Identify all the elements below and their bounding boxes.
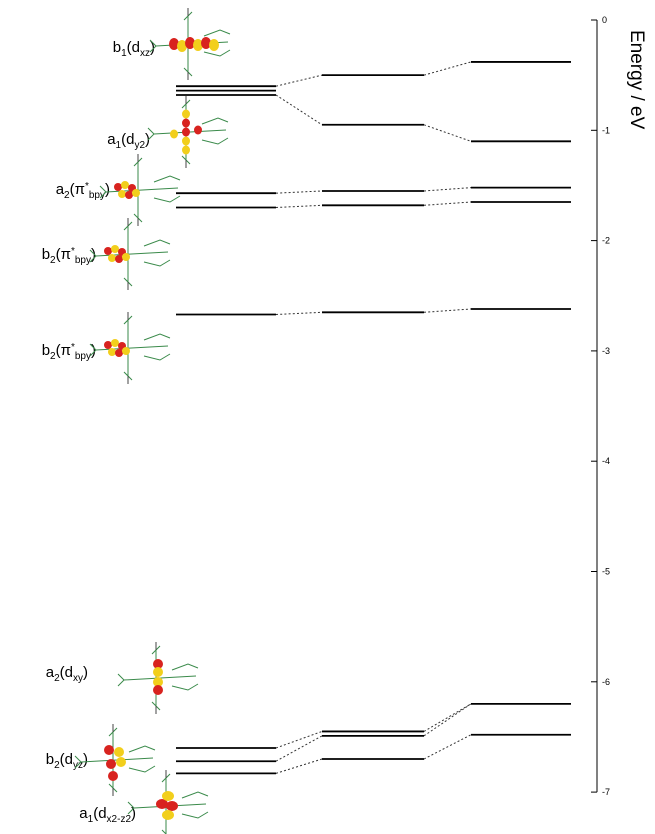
orbital-label-part: ) bbox=[91, 342, 96, 359]
orbital-label-part: a bbox=[79, 805, 88, 822]
orbital-label: b1(dxz) bbox=[113, 39, 155, 59]
orbital-picture bbox=[147, 96, 229, 168]
correlation-line bbox=[423, 308, 472, 313]
correlation-line bbox=[423, 201, 472, 206]
correlation-line bbox=[423, 703, 472, 737]
correlation-line bbox=[275, 190, 323, 194]
orbital-label-part: ( bbox=[60, 664, 65, 681]
orbital-label-part: d bbox=[126, 131, 134, 148]
orbital-label-part: π bbox=[75, 181, 85, 198]
orbital-label-part: d bbox=[65, 751, 73, 768]
tick-label: -3 bbox=[602, 346, 610, 356]
axis-title: Energy / eV bbox=[626, 30, 647, 130]
orbital-label-part: ) bbox=[150, 39, 155, 56]
orbital-label-part: y2 bbox=[134, 140, 145, 151]
orbital-label-part: bpy bbox=[75, 351, 91, 362]
orbital-label-part: ) bbox=[83, 664, 88, 681]
orbital-pictures bbox=[74, 8, 231, 834]
orbital-label-part: b bbox=[46, 751, 54, 768]
tick-label: 0 bbox=[602, 15, 607, 25]
correlation-line bbox=[275, 74, 323, 87]
orbital-label-part: b bbox=[42, 342, 50, 359]
orbital-label: a1(dy2) bbox=[107, 131, 150, 151]
orbital-label-part: 1 bbox=[88, 814, 94, 825]
energy-axis: 0 -1 -2 -3 -4 -5 -6 -7 bbox=[591, 15, 610, 797]
orbital-label: b2(π*bpy) bbox=[42, 246, 96, 266]
energy-levels bbox=[176, 61, 571, 775]
orbital-label-part: * bbox=[71, 246, 75, 257]
orbital-label-part: ) bbox=[131, 805, 136, 822]
orbital-label-part: bpy bbox=[75, 255, 91, 266]
orbital-label-part: 1 bbox=[121, 48, 127, 59]
orbital-picture bbox=[117, 642, 199, 714]
orbital-picture bbox=[99, 154, 181, 226]
orbital-label-part: * bbox=[85, 181, 89, 192]
orbital-label-part: ) bbox=[105, 181, 110, 198]
orbital-label-part: π bbox=[61, 342, 71, 359]
correlation-line bbox=[275, 94, 323, 126]
correlation-line bbox=[423, 734, 472, 760]
orbital-label-part: d bbox=[132, 39, 140, 56]
orbital-label-part: 2 bbox=[50, 351, 56, 362]
orbital-label-part: 2 bbox=[50, 255, 56, 266]
correlation-line bbox=[275, 311, 323, 316]
orbital-label-part: ( bbox=[70, 181, 75, 198]
correlation-line bbox=[275, 730, 323, 749]
orbital-label-part: π bbox=[61, 246, 71, 263]
orbital-label-part: ) bbox=[83, 751, 88, 768]
orbital-label-part: b bbox=[42, 246, 50, 263]
orbital-label: b2(π*bpy) bbox=[42, 342, 96, 362]
orbital-label: a1(dx2-z2) bbox=[79, 805, 136, 825]
orbital-label-part: a bbox=[56, 181, 65, 198]
tick-label: -6 bbox=[602, 677, 610, 687]
orbital-label-part: x2-z2 bbox=[107, 814, 132, 825]
orbital-label-part: ( bbox=[121, 131, 126, 148]
tick-label: -5 bbox=[602, 567, 610, 577]
orbital-label-part: ) bbox=[91, 246, 96, 263]
orbital-label-part: 1 bbox=[116, 140, 122, 151]
orbital-label-part: ( bbox=[127, 39, 132, 56]
orbital-label-part: b bbox=[113, 39, 121, 56]
orbital-label-part: * bbox=[71, 342, 75, 353]
tick-label: -4 bbox=[602, 456, 610, 466]
orbital-label-part: a bbox=[46, 664, 55, 681]
orbital-label-part: xz bbox=[140, 48, 150, 59]
orbital-picture bbox=[149, 8, 231, 80]
orbital-picture bbox=[89, 218, 171, 290]
correlation-line bbox=[423, 124, 472, 142]
orbital-labels: b1(dxz)a1(dy2)a2(π*bpy)b2(π*bpy)b2(π*bpy… bbox=[42, 39, 155, 825]
orbital-label-part: ( bbox=[56, 246, 61, 263]
tick-label: -2 bbox=[602, 236, 610, 246]
correlation-line bbox=[423, 703, 472, 732]
orbital-label-part: 2 bbox=[54, 673, 60, 684]
correlation-line bbox=[275, 758, 323, 774]
orbital-picture bbox=[74, 724, 156, 796]
orbital-label-part: ( bbox=[93, 805, 98, 822]
orbital-label-part: 2 bbox=[64, 190, 70, 201]
orbital-label-part: d bbox=[98, 805, 106, 822]
orbital-picture bbox=[127, 770, 209, 834]
orbital-label-part: bpy bbox=[89, 190, 105, 201]
correlation-lines bbox=[275, 61, 472, 774]
orbital-label-part: ( bbox=[56, 342, 61, 359]
tick-label: -1 bbox=[602, 125, 610, 135]
orbital-label-part: a bbox=[107, 131, 116, 148]
orbital-label: a2(π*bpy) bbox=[56, 181, 110, 201]
orbital-label-part: 2 bbox=[54, 760, 60, 771]
orbital-picture bbox=[89, 312, 171, 384]
orbital-label-part: d bbox=[65, 664, 73, 681]
correlation-line bbox=[275, 735, 323, 762]
correlation-line bbox=[423, 61, 472, 76]
orbital-label-part: xy bbox=[73, 673, 83, 684]
correlation-line bbox=[423, 187, 472, 192]
correlation-line bbox=[275, 204, 323, 209]
orbital-label-part: ( bbox=[60, 751, 65, 768]
orbital-label: a2(dxy) bbox=[46, 664, 88, 684]
tick-label: -7 bbox=[602, 787, 610, 797]
orbital-label: b2(dyz) bbox=[46, 751, 88, 771]
orbital-label-part: ) bbox=[145, 131, 150, 148]
